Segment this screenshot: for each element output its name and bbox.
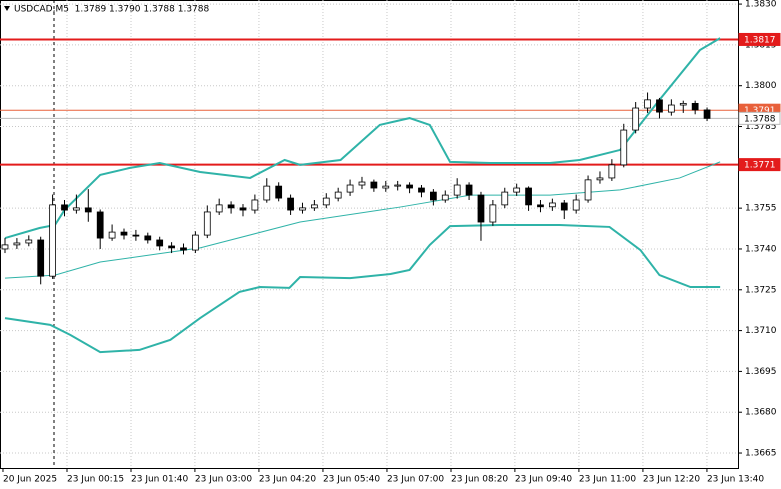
price-label: 1.3788	[744, 114, 776, 124]
candle-body	[513, 187, 521, 193]
candle-body	[406, 184, 413, 189]
candle-body	[25, 239, 33, 244]
y-tick-label: 1.3800	[745, 81, 777, 91]
candle-body	[275, 185, 283, 199]
candle-body	[49, 204, 56, 277]
candle-body	[632, 107, 640, 131]
candle-body	[168, 245, 175, 249]
candle-body	[311, 204, 318, 209]
candle-body	[13, 242, 21, 246]
x-tick-label: 20 Jun 2025	[3, 475, 57, 485]
candle-body	[501, 191, 509, 206]
candle-body	[453, 184, 461, 196]
band-line	[4, 224, 721, 354]
candle-body	[430, 191, 437, 201]
y-tick-label: 1.3710	[745, 326, 777, 336]
candle-body	[382, 185, 390, 189]
y-tick-label: 1.3680	[745, 408, 777, 418]
x-tick-label: 23 Jun 04:20	[259, 475, 316, 485]
candle-body	[477, 194, 485, 223]
band-line	[4, 161, 721, 279]
y-tick-label: 1.3725	[745, 285, 777, 295]
x-tick-label: 23 Jun 03:00	[195, 475, 252, 485]
candle-body	[358, 181, 366, 186]
candle-body	[465, 184, 473, 196]
candle-body	[1, 244, 9, 250]
x-tick-label: 23 Jun 13:40	[707, 475, 764, 485]
candle-body	[346, 184, 354, 193]
price-label-box	[738, 158, 781, 172]
symbol-arrow	[4, 6, 10, 11]
candle-body	[394, 184, 402, 187]
candle-body	[703, 109, 711, 119]
candle-body	[322, 197, 330, 206]
candle-body	[239, 207, 247, 211]
candle-body	[548, 202, 556, 208]
x-tick-label: 23 Jun 12:20	[643, 475, 700, 485]
candle-body	[108, 231, 116, 239]
y-tick-label: 1.3740	[745, 244, 777, 254]
candle-body	[96, 211, 104, 239]
candle-body	[620, 129, 628, 166]
candle-body	[537, 204, 544, 208]
candle-body	[656, 99, 663, 113]
x-tick-label: 23 Jun 09:40	[515, 475, 572, 485]
candle-body	[37, 239, 45, 277]
candle-body	[584, 179, 592, 201]
x-tick-label: 23 Jun 00:15	[67, 475, 124, 485]
candle-body	[596, 177, 604, 181]
x-tick-label: 23 Jun 08:20	[451, 475, 508, 485]
candle-body	[299, 207, 306, 211]
candle-body	[203, 211, 211, 236]
candle-body	[227, 204, 235, 209]
candle-body	[192, 234, 199, 251]
candle-body	[608, 164, 616, 179]
candle-body	[84, 207, 92, 213]
y-tick-label: 1.3755	[745, 204, 777, 214]
candle-body	[572, 199, 580, 211]
chart-title: USDCAD,M5 1.3789 1.3790 1.3788 1.3788	[14, 5, 209, 15]
band-line	[4, 37, 721, 240]
candle-body	[644, 99, 651, 109]
price-label-box	[738, 111, 781, 125]
candle-body	[679, 102, 687, 106]
x-tick-label: 23 Jun 05:40	[323, 475, 380, 485]
candle-body	[334, 191, 342, 199]
candle-body	[441, 194, 449, 201]
candle-body	[215, 204, 223, 213]
candle-body	[691, 102, 699, 111]
price-label: 1.3771	[744, 161, 776, 171]
candle-body	[667, 104, 675, 113]
candle-body	[156, 239, 164, 247]
candle-body	[61, 204, 68, 211]
price-label: 1.3817	[744, 35, 776, 45]
candle-body	[560, 202, 568, 211]
candle-body	[251, 199, 259, 211]
y-tick-label: 1.3785	[745, 122, 777, 132]
price-label: 1.3791	[744, 106, 776, 116]
candle-body	[144, 235, 152, 241]
candle-body	[525, 187, 532, 206]
x-tick-label: 23 Jun 11:00	[579, 475, 636, 485]
x-tick-label: 23 Jun 01:40	[131, 475, 188, 485]
candle-body	[263, 185, 271, 201]
candle-body	[370, 181, 378, 189]
candle-body	[287, 197, 294, 211]
y-tick-label: 1.3695	[745, 367, 777, 377]
candle-body	[120, 231, 128, 236]
candle-body	[132, 234, 140, 237]
candle-body	[489, 204, 497, 223]
candle-body	[418, 187, 425, 193]
price-label-box	[738, 32, 781, 46]
candle-body	[180, 247, 187, 251]
x-tick-label: 23 Jun 07:00	[387, 475, 444, 485]
y-tick-label: 1.3665	[745, 449, 777, 459]
y-tick-label: 1.3830	[745, 0, 777, 10]
candle-body	[73, 207, 80, 211]
